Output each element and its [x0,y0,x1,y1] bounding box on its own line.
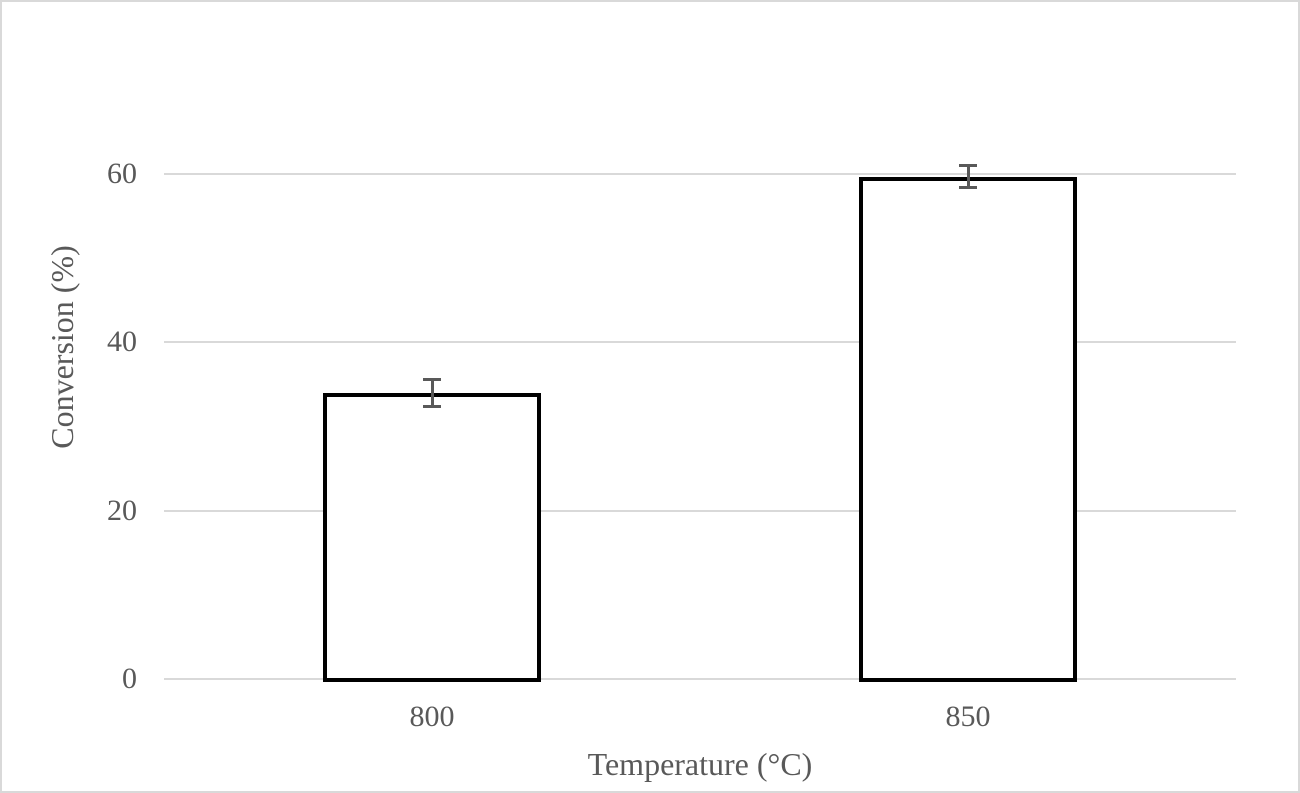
y-axis-title: Conversion (%) [44,245,80,449]
x-tick-label-800: 800 [409,700,455,733]
error-bar-cap-bottom-800 [423,404,441,408]
y-tick-label-60: 60 [107,157,137,190]
bar-800 [323,392,541,682]
error-bar-cap-top-800 [423,377,441,381]
y-tick-label-20: 20 [107,493,137,527]
gridline-y-40 [164,341,1236,344]
gridline-y-0 [164,678,1236,680]
bar-850 [859,176,1077,682]
x-tick-label-850: 850 [945,700,991,733]
y-tick-label-40: 40 [107,325,137,359]
gridline-y-60 [164,173,1236,175]
error-bar-line-850 [966,163,970,190]
error-bar-cap-top-850 [959,163,977,167]
y-tick-label-0: 0 [122,662,137,695]
error-bar-cap-bottom-850 [959,186,977,190]
error-bar-line-800 [430,377,434,408]
gridline-y-20 [164,509,1236,512]
x-axis-title: Temperature (°C) [587,746,813,782]
